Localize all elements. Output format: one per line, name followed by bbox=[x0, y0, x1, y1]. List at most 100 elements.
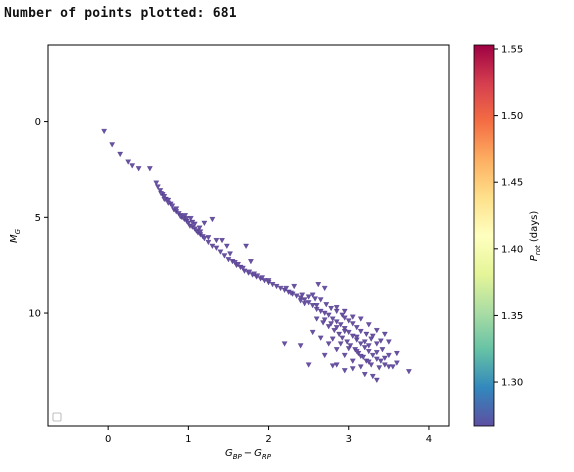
data-point bbox=[291, 284, 298, 290]
data-point bbox=[333, 362, 340, 368]
data-point bbox=[317, 308, 324, 315]
data-point bbox=[347, 343, 354, 349]
data-point bbox=[321, 285, 328, 292]
data-point bbox=[373, 328, 380, 334]
data-point bbox=[357, 328, 364, 335]
data-point bbox=[305, 362, 312, 368]
data-point bbox=[283, 285, 290, 292]
data-point bbox=[321, 352, 328, 359]
data-point bbox=[377, 338, 384, 344]
data-point bbox=[297, 298, 304, 304]
data-point bbox=[328, 306, 334, 312]
data-point bbox=[357, 364, 364, 370]
x-axis-ticks: 0 1 2 3 4 bbox=[105, 426, 432, 445]
data-point bbox=[157, 188, 164, 194]
data-point bbox=[325, 312, 332, 318]
x-tick-label: 2 bbox=[265, 434, 271, 445]
data-point bbox=[369, 373, 376, 380]
data-point bbox=[177, 214, 184, 220]
data-point bbox=[341, 326, 348, 332]
x-tick-label: 4 bbox=[426, 434, 432, 445]
data-point bbox=[261, 278, 268, 284]
data-point bbox=[337, 341, 344, 347]
data-point bbox=[158, 191, 164, 197]
data-point bbox=[196, 225, 203, 231]
data-point bbox=[243, 243, 249, 249]
data-point bbox=[357, 353, 364, 360]
data-point bbox=[321, 317, 328, 323]
data-point bbox=[329, 363, 336, 369]
data-point bbox=[373, 341, 380, 347]
data-point bbox=[333, 305, 340, 311]
data-point bbox=[281, 341, 288, 347]
data-point bbox=[293, 293, 300, 299]
data-point bbox=[353, 349, 360, 355]
data-point bbox=[232, 260, 238, 266]
data-point bbox=[297, 343, 304, 349]
data-point bbox=[165, 200, 172, 206]
data-point bbox=[125, 159, 132, 165]
data-point bbox=[331, 328, 338, 334]
data-point bbox=[323, 302, 330, 308]
data-point bbox=[339, 312, 346, 318]
points-count-header: Number of points plotted: 681 bbox=[4, 6, 237, 21]
data-point bbox=[394, 360, 400, 366]
colorbar-tick-label: 1.40 bbox=[501, 244, 523, 255]
data-point bbox=[219, 238, 225, 244]
data-point bbox=[317, 335, 324, 341]
data-point bbox=[369, 333, 376, 339]
y-tick-label: 0 bbox=[35, 117, 41, 128]
data-point bbox=[325, 341, 332, 347]
colorbar-ticks: 1.30 1.35 1.40 1.45 1.50 1.55 bbox=[494, 44, 523, 389]
data-point bbox=[209, 216, 216, 223]
data-point bbox=[201, 236, 208, 242]
x-tick-label: 0 bbox=[105, 434, 111, 445]
data-point bbox=[333, 347, 340, 353]
data-point bbox=[191, 221, 198, 227]
y-axis-ticks: 0 5 10 bbox=[28, 117, 48, 320]
data-point bbox=[313, 303, 320, 309]
data-point bbox=[333, 325, 340, 331]
data-point bbox=[269, 282, 276, 288]
data-point bbox=[369, 352, 376, 359]
data-point bbox=[189, 219, 196, 226]
data-point bbox=[353, 325, 360, 331]
data-point bbox=[345, 329, 352, 336]
data-point bbox=[273, 284, 280, 290]
data-point bbox=[235, 261, 241, 268]
data-point bbox=[217, 249, 224, 255]
data-point bbox=[227, 251, 233, 257]
data-point bbox=[309, 303, 316, 309]
colorbar-tick-label: 1.30 bbox=[501, 378, 523, 389]
colorbar bbox=[473, 44, 495, 427]
data-point bbox=[309, 329, 316, 336]
data-point bbox=[368, 362, 375, 368]
x-axis-label: GBP − GRP bbox=[225, 448, 272, 461]
data-point bbox=[288, 290, 294, 296]
data-point bbox=[341, 352, 348, 359]
data-point bbox=[101, 128, 107, 135]
data-point bbox=[365, 359, 372, 365]
data-point bbox=[305, 300, 312, 306]
data-point bbox=[117, 151, 124, 158]
data-point bbox=[277, 285, 284, 292]
x-tick-label: 3 bbox=[346, 434, 352, 445]
data-point bbox=[246, 269, 253, 275]
data-point bbox=[385, 339, 392, 345]
data-point bbox=[223, 243, 230, 249]
data-point bbox=[381, 331, 388, 338]
data-point bbox=[205, 235, 212, 241]
data-point bbox=[365, 343, 372, 349]
data-point bbox=[135, 166, 142, 172]
data-point bbox=[341, 368, 348, 374]
data-point bbox=[155, 184, 161, 190]
data-point bbox=[251, 271, 257, 277]
data-point bbox=[315, 282, 322, 288]
data-point bbox=[165, 197, 172, 203]
data-point bbox=[240, 265, 246, 271]
data-point bbox=[373, 377, 380, 383]
data-point bbox=[317, 297, 324, 303]
data-point bbox=[301, 297, 308, 303]
y-axis-label: MG bbox=[9, 228, 22, 243]
data-point bbox=[201, 220, 208, 226]
